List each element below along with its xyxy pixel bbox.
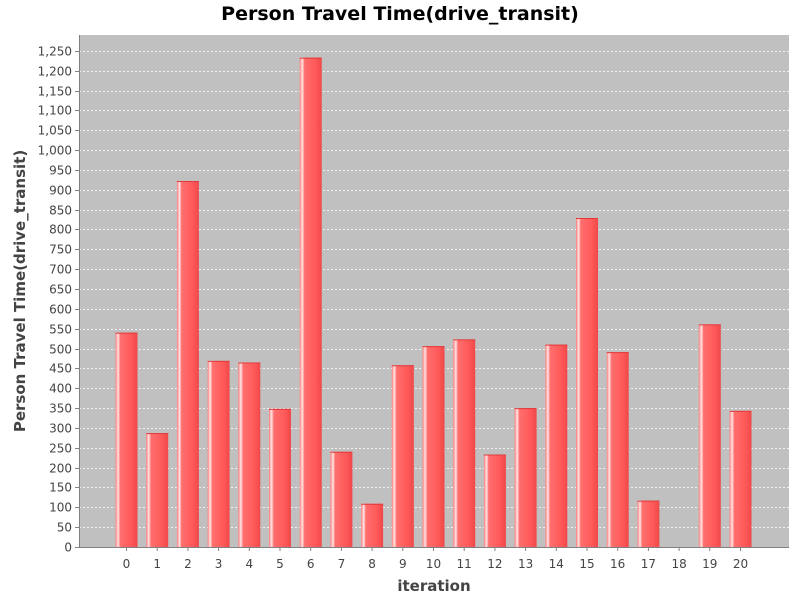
x-tick-label: 8	[368, 557, 376, 571]
x-tick-label: 16	[610, 557, 625, 571]
y-tick-label: 700	[49, 263, 72, 277]
bar	[391, 365, 414, 547]
y-tick-label: 300	[49, 422, 72, 436]
x-tick-label: 19	[702, 557, 717, 571]
y-tick-label: 800	[49, 223, 72, 237]
y-tick-label: 900	[49, 184, 72, 198]
y-tick-label: 150	[49, 481, 72, 495]
x-tick-label: 4	[245, 557, 253, 571]
x-tick-label: 2	[184, 557, 192, 571]
y-tick-label: 1,200	[38, 65, 72, 79]
bar	[698, 324, 721, 547]
y-tick-label: 1,000	[38, 144, 72, 158]
y-tick-label: 550	[49, 323, 72, 337]
bar	[514, 408, 537, 547]
bar	[453, 339, 476, 547]
x-tick-label: 5	[276, 557, 284, 571]
bar	[299, 57, 322, 547]
y-tick-label: 350	[49, 402, 72, 416]
y-tick-label: 600	[49, 303, 72, 317]
x-tick-label: 3	[215, 557, 223, 571]
bar	[176, 181, 199, 548]
x-axis: 0 1 2 3 4 5 6 7 8 9 10 11 12 13 14 15 16 17 18 19 20	[79, 547, 789, 571]
x-tick-label: 11	[457, 557, 472, 571]
bar	[361, 503, 384, 547]
bars	[115, 57, 752, 548]
x-tick-label: 1	[153, 557, 161, 571]
y-tick-label: 0	[64, 541, 72, 555]
y-tick-label: 500	[49, 343, 72, 357]
x-tick-label: 7	[338, 557, 346, 571]
y-tick-label: 1,050	[38, 124, 72, 138]
y-tick-label: 650	[49, 283, 72, 297]
x-tick-label: 20	[733, 557, 748, 571]
bar	[207, 360, 230, 547]
y-tick-label: 1,100	[38, 104, 72, 118]
bar	[269, 408, 291, 547]
x-tick-label: 14	[549, 557, 564, 571]
bar	[606, 352, 629, 547]
bar	[576, 217, 598, 548]
bar	[729, 410, 752, 547]
x-tick-label: 12	[487, 557, 502, 571]
bar	[483, 454, 506, 547]
x-tick-label: 9	[399, 557, 407, 571]
x-tick-label: 15	[579, 557, 594, 571]
x-tick-label: 0	[123, 557, 131, 571]
x-tick-label: 10	[426, 557, 441, 571]
bar	[146, 433, 169, 547]
bar	[637, 500, 660, 547]
bar	[422, 346, 445, 547]
x-tick-label: 13	[518, 557, 533, 571]
y-tick-label: 1,250	[38, 45, 72, 59]
y-tick-label: 850	[49, 204, 72, 218]
y-tick-label: 450	[49, 362, 72, 376]
y-tick-label: 950	[49, 164, 72, 178]
x-axis-label: iteration	[397, 577, 470, 595]
bar	[238, 362, 261, 547]
x-tick-label: 18	[671, 557, 686, 571]
y-tick-label: 1,150	[38, 85, 72, 99]
bar	[330, 451, 353, 547]
bar	[115, 332, 138, 547]
x-tick-label: 17	[641, 557, 656, 571]
y-tick-label: 750	[49, 243, 72, 257]
y-tick-label: 250	[49, 442, 72, 456]
y-tick-label: 50	[57, 521, 72, 535]
chart-title: Person Travel Time(drive_transit)	[221, 3, 579, 25]
x-tick-label: 6	[307, 557, 315, 571]
y-axis: 0 50 100 150 200 250 300 350 400 450 500 550 600 650 7…	[38, 35, 80, 555]
y-tick-label: 400	[49, 382, 72, 396]
y-tick-label: 200	[49, 462, 72, 476]
y-axis-label: Person Travel Time(drive_transit)	[11, 150, 29, 432]
y-tick-label: 100	[49, 501, 72, 515]
bar	[545, 344, 568, 547]
